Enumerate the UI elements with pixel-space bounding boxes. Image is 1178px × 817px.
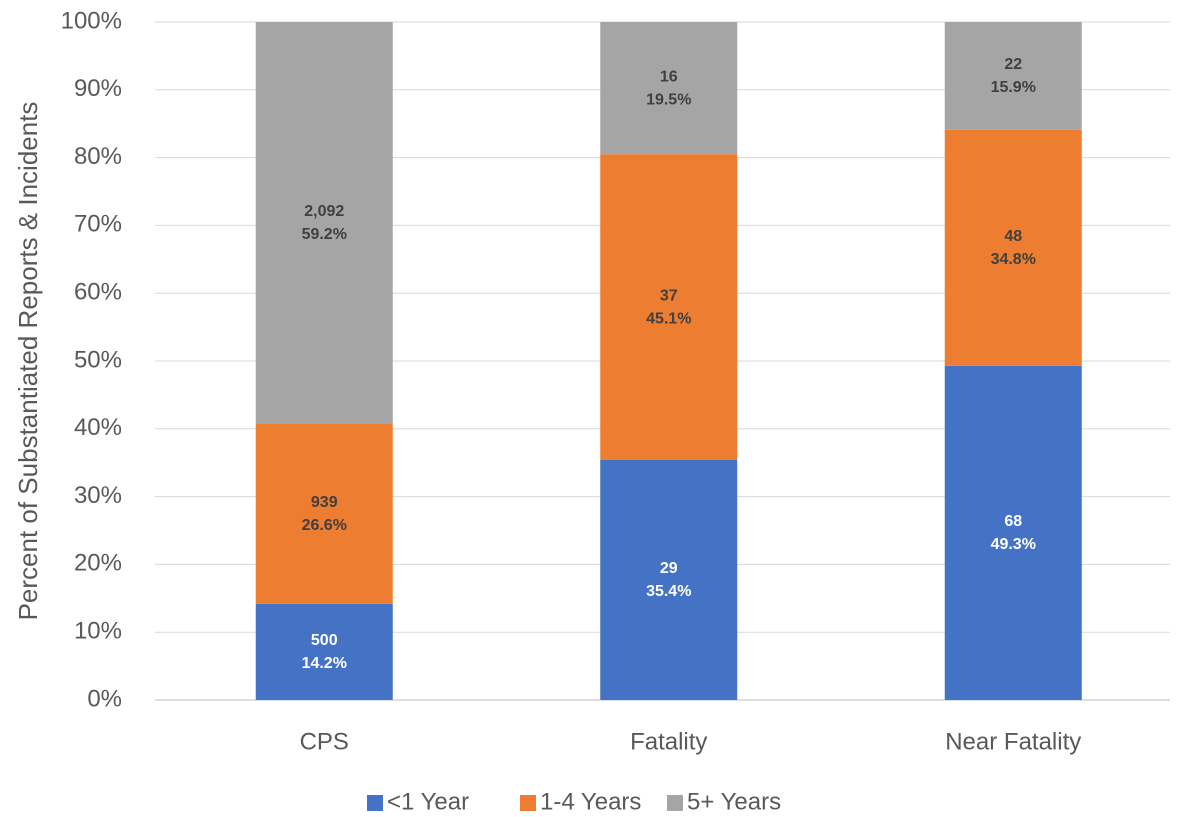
bar-segment — [600, 154, 738, 460]
y-tick-label: 30% — [74, 482, 122, 509]
bar-segment — [600, 459, 738, 700]
data-label-count: 37 — [660, 287, 678, 304]
data-label-count: 2,092 — [304, 203, 344, 220]
data-label-count: 48 — [1004, 228, 1022, 245]
data-label-count: 16 — [660, 68, 678, 85]
data-label-count: 29 — [660, 560, 678, 577]
data-label-count: 939 — [311, 494, 338, 511]
data-label-percent: 15.9% — [991, 79, 1036, 96]
bar-segment — [944, 129, 1082, 366]
legend-label: 5+ Years — [687, 788, 781, 815]
data-label-count: 500 — [311, 632, 338, 649]
y-tick-label: 90% — [74, 75, 122, 102]
y-tick-label: 60% — [74, 279, 122, 306]
legend-swatch — [520, 795, 536, 811]
y-tick-label: 50% — [74, 346, 122, 373]
x-tick-label: Fatality — [630, 728, 707, 755]
data-label-percent: 26.6% — [302, 517, 347, 534]
x-tick-label: CPS — [300, 728, 349, 755]
bar-segment — [255, 22, 393, 424]
legend-label: <1 Year — [387, 788, 469, 815]
data-label-percent: 59.2% — [302, 226, 347, 243]
legend-label: 1-4 Years — [540, 788, 641, 815]
data-label-count: 68 — [1004, 513, 1022, 530]
bar-segment — [255, 603, 393, 700]
x-tick-label: Near Fatality — [945, 728, 1081, 755]
y-axis-label: Percent of Substantiated Reports & Incid… — [13, 102, 43, 621]
legend-swatch — [367, 795, 383, 811]
y-tick-label: 100% — [61, 7, 122, 34]
y-tick-label: 10% — [74, 618, 122, 645]
y-tick-label: 80% — [74, 143, 122, 170]
data-label-percent: 49.3% — [991, 536, 1036, 553]
legend-swatch — [667, 795, 683, 811]
bar-segment — [944, 22, 1082, 130]
data-label-percent: 14.2% — [302, 655, 347, 672]
bar-segment — [255, 423, 393, 604]
y-tick-label: 40% — [74, 414, 122, 441]
bar-segment — [944, 365, 1082, 700]
y-tick-label: 20% — [74, 550, 122, 577]
y-tick-label: 0% — [87, 685, 122, 712]
data-label-count: 22 — [1004, 56, 1022, 73]
data-label-percent: 45.1% — [646, 310, 691, 327]
bar-segment — [600, 22, 738, 155]
data-label-percent: 35.4% — [646, 583, 691, 600]
y-tick-label: 70% — [74, 211, 122, 238]
data-label-percent: 34.8% — [991, 251, 1036, 268]
data-label-percent: 19.5% — [646, 91, 691, 108]
